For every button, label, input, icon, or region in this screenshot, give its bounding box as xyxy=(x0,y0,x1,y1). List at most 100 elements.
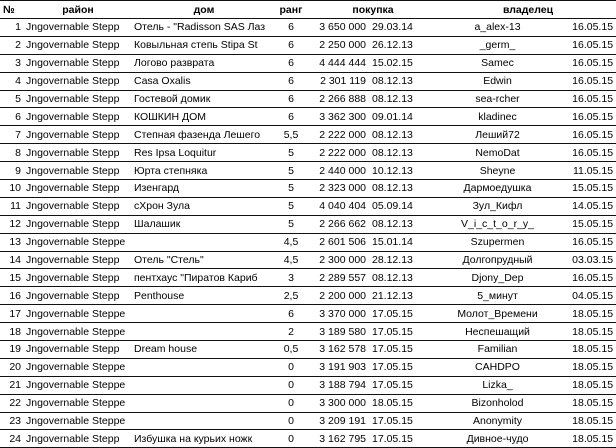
owner-cell[interactable]: Familian xyxy=(440,340,556,359)
row-number-cell[interactable]: 13 xyxy=(0,233,24,252)
rank-cell[interactable]: 0 xyxy=(276,394,306,413)
purchase-price-cell[interactable]: 2 601 506 xyxy=(306,233,370,252)
rank-cell[interactable]: 6 xyxy=(276,36,306,55)
purchase-date-cell[interactable]: 17.05.15 xyxy=(370,340,441,359)
owner-date-cell[interactable]: 18.05.15 xyxy=(555,322,616,342)
purchase-price-cell[interactable]: 3 370 000 xyxy=(306,304,370,324)
row-number-cell[interactable]: 8 xyxy=(0,143,24,163)
owner-cell[interactable]: V_i_c_t_o_r_y_ xyxy=(440,215,556,234)
purchase-date-cell[interactable]: 17.05.15 xyxy=(370,376,441,395)
rank-cell[interactable]: 2 xyxy=(276,322,306,342)
rank-cell[interactable]: 0 xyxy=(276,429,306,448)
purchase-price-cell[interactable]: 2 200 000 xyxy=(306,286,370,306)
district-cell[interactable]: Jngovernable Steppe xyxy=(24,358,132,377)
row-number-cell[interactable]: 4 xyxy=(0,72,24,91)
rank-cell[interactable]: 0 xyxy=(276,358,306,377)
district-cell[interactable]: Jngovernable Steppe xyxy=(24,322,132,342)
rank-cell[interactable]: 5 xyxy=(276,215,306,234)
district-cell[interactable]: Jngovernable Stepp xyxy=(24,340,132,359)
row-number-cell[interactable]: 11 xyxy=(0,197,24,216)
row-number-cell[interactable]: 19 xyxy=(0,340,24,359)
purchase-price-cell[interactable]: 2 289 557 xyxy=(306,268,370,288)
purchase-date-cell[interactable]: 05.09.14 xyxy=(370,197,441,216)
owner-cell[interactable]: NemoDat xyxy=(440,143,556,163)
owner-date-cell[interactable]: 15.05.15 xyxy=(555,179,616,198)
row-number-cell[interactable]: 7 xyxy=(0,125,24,145)
purchase-price-cell[interactable]: 3 191 903 xyxy=(306,358,370,377)
owner-date-cell[interactable]: 16.05.15 xyxy=(555,36,616,55)
owner-date-cell[interactable]: 16.05.15 xyxy=(555,125,616,145)
row-number-cell[interactable]: 18 xyxy=(0,322,24,342)
house-cell[interactable]: Изенгард xyxy=(132,179,276,198)
purchase-date-cell[interactable]: 17.05.15 xyxy=(370,304,441,324)
owner-date-cell[interactable]: 16.05.15 xyxy=(555,72,616,91)
purchase-date-cell[interactable]: 15.02.15 xyxy=(370,54,441,73)
district-cell[interactable]: Jngovernable Stepp xyxy=(24,268,132,288)
purchase-date-cell[interactable]: 08.12.13 xyxy=(370,179,441,198)
purchase-date-cell[interactable]: 17.05.15 xyxy=(370,322,441,342)
district-cell[interactable]: Jngovernable Stepp xyxy=(24,179,132,198)
owner-cell[interactable]: Edwin xyxy=(440,72,556,91)
house-cell[interactable]: Casa Oxalis xyxy=(132,72,276,91)
purchase-date-cell[interactable]: 08.12.13 xyxy=(370,143,441,163)
owner-date-cell[interactable]: 18.05.15 xyxy=(555,394,616,413)
owner-cell[interactable]: Неспешащий xyxy=(440,322,556,342)
district-cell[interactable]: Jngovernable Stepp xyxy=(24,286,132,306)
purchase-price-cell[interactable]: 2 266 662 xyxy=(306,215,370,234)
row-number-cell[interactable]: 10 xyxy=(0,179,24,198)
district-cell[interactable]: Jngovernable Stepp xyxy=(24,18,132,37)
purchase-price-cell[interactable]: 3 650 000 xyxy=(306,18,370,37)
row-number-cell[interactable]: 17 xyxy=(0,304,24,324)
house-cell[interactable]: Избушка на курьих ножк xyxy=(132,429,276,448)
purchase-price-cell[interactable]: 2 323 000 xyxy=(306,179,370,198)
house-cell[interactable]: Отель "Стель" xyxy=(132,251,276,270)
owner-cell[interactable]: Дармоедушка xyxy=(440,179,556,198)
house-cell[interactable]: пентхаус "Пиратов Кариб xyxy=(132,268,276,288)
house-cell[interactable]: Penthouse xyxy=(132,286,276,306)
owner-cell[interactable]: Sheyne xyxy=(440,161,556,181)
row-number-cell[interactable]: 12 xyxy=(0,215,24,234)
owner-date-cell[interactable]: 16.05.15 xyxy=(555,54,616,73)
rank-cell[interactable]: 5 xyxy=(276,143,306,163)
header-num[interactable]: № xyxy=(0,0,24,19)
owner-date-cell[interactable]: 16.05.15 xyxy=(555,233,616,252)
header-owner[interactable]: владелец xyxy=(440,0,616,19)
row-number-cell[interactable]: 6 xyxy=(0,107,24,127)
rank-cell[interactable]: 6 xyxy=(276,54,306,73)
purchase-price-cell[interactable]: 4 040 404 xyxy=(306,197,370,216)
district-cell[interactable]: Jngovernable Stepp xyxy=(24,161,132,181)
house-cell[interactable]: Гостевой домик xyxy=(132,90,276,109)
owner-date-cell[interactable]: 15.05.15 xyxy=(555,215,616,234)
district-cell[interactable]: Jngovernable Stepp xyxy=(24,54,132,73)
owner-cell[interactable]: Anonymity xyxy=(440,412,556,431)
row-number-cell[interactable]: 24 xyxy=(0,429,24,448)
rank-cell[interactable]: 4,5 xyxy=(276,251,306,270)
purchase-price-cell[interactable]: 2 250 000 xyxy=(306,36,370,55)
owner-cell[interactable]: Szupermen xyxy=(440,233,556,252)
rank-cell[interactable]: 5 xyxy=(276,161,306,181)
purchase-price-cell[interactable]: 2 222 000 xyxy=(306,143,370,163)
owner-date-cell[interactable]: 03.03.15 xyxy=(555,251,616,270)
rank-cell[interactable]: 6 xyxy=(276,18,306,37)
house-cell[interactable] xyxy=(132,394,276,413)
owner-cell[interactable]: _germ_ xyxy=(440,36,556,55)
house-cell[interactable]: Dream house xyxy=(132,340,276,359)
house-cell[interactable]: Шалашик xyxy=(132,215,276,234)
purchase-price-cell[interactable]: 4 444 444 xyxy=(306,54,370,73)
purchase-price-cell[interactable]: 2 300 000 xyxy=(306,251,370,270)
owner-date-cell[interactable]: 16.05.15 xyxy=(555,268,616,288)
house-cell[interactable] xyxy=(132,412,276,431)
purchase-price-cell[interactable]: 3 162 795 xyxy=(306,429,370,448)
house-cell[interactable] xyxy=(132,304,276,324)
district-cell[interactable]: Jngovernable Stepp xyxy=(24,36,132,55)
owner-cell[interactable]: Дивное-чудо xyxy=(440,429,556,448)
row-number-cell[interactable]: 21 xyxy=(0,376,24,395)
owner-date-cell[interactable]: 18.05.15 xyxy=(555,358,616,377)
owner-date-cell[interactable]: 18.05.15 xyxy=(555,376,616,395)
purchase-price-cell[interactable]: 3 209 191 xyxy=(306,412,370,431)
purchase-date-cell[interactable]: 26.12.13 xyxy=(370,36,441,55)
row-number-cell[interactable]: 1 xyxy=(0,18,24,37)
owner-cell[interactable]: a_alex-13 xyxy=(440,18,556,37)
row-number-cell[interactable]: 22 xyxy=(0,394,24,413)
owner-date-cell[interactable]: 16.05.15 xyxy=(555,143,616,163)
